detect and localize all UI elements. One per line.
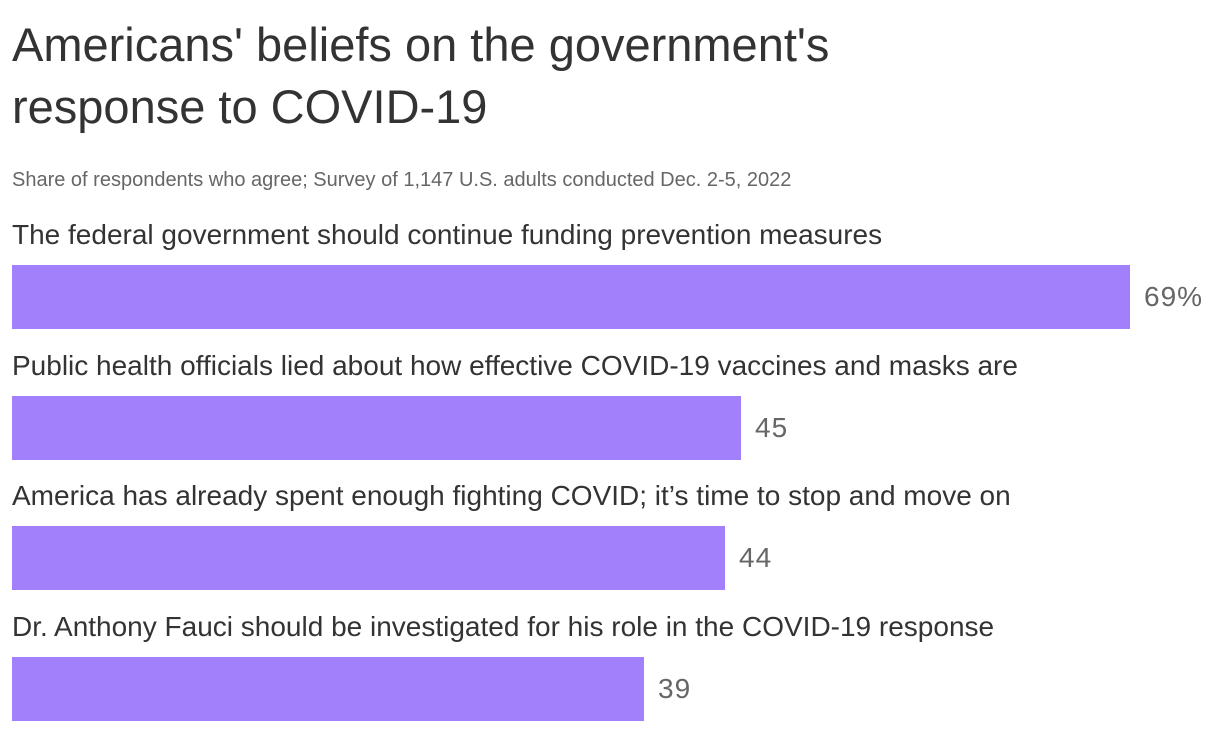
bar-category-label: Dr. Anthony Fauci should be investigated… [12,611,995,642]
bar-value-label: 39 [658,673,692,704]
bar-row: Dr. Anthony Fauci should be investigated… [12,610,1212,740]
bar-value-label: 45 [755,412,789,443]
bar-row: The federal government should continue f… [12,218,1212,348]
bar-category-label: America has already spent enough fightin… [12,480,1011,511]
chart-subtitle: Share of respondents who agree; Survey o… [12,169,792,191]
bar-category-label: Public health officials lied about how e… [12,350,1018,381]
bar [12,657,644,721]
bar-value-label: 44 [739,542,773,573]
bar-row: America has already spent enough fightin… [12,479,1212,609]
bar [12,526,725,590]
bar [12,265,1130,329]
bar [12,396,741,460]
chart-title: Americans' beliefs on the government's r… [12,18,830,133]
bar-value-label: 69% [1144,281,1204,312]
bar-category-label: The federal government should continue f… [12,219,883,250]
bar-row: Public health officials lied about how e… [12,349,1212,479]
